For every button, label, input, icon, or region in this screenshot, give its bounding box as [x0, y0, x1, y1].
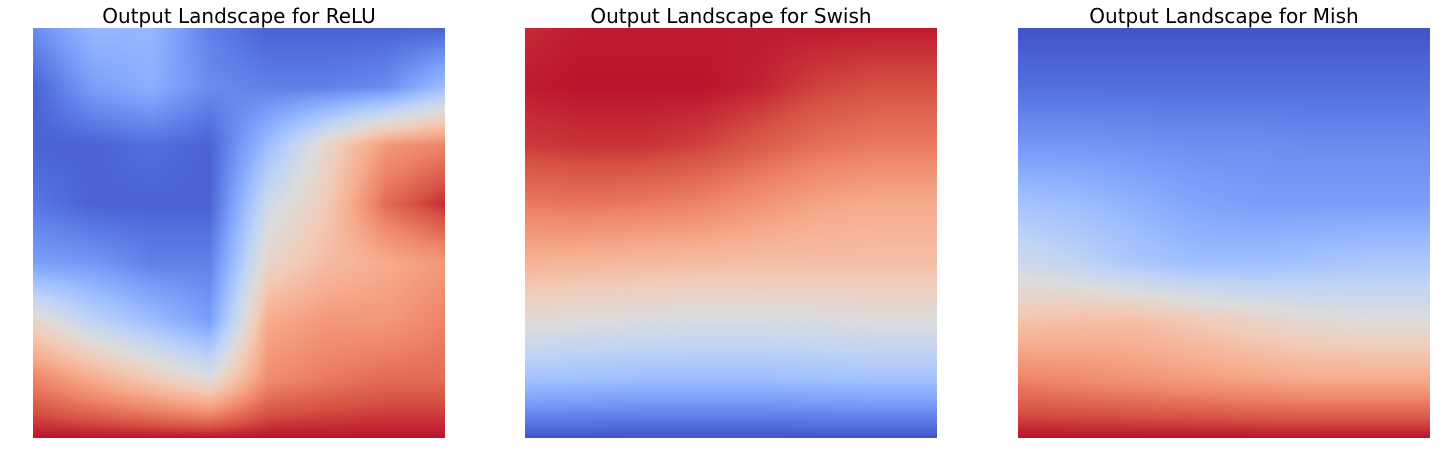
- relu-panel: Output Landscape for ReLU: [33, 0, 445, 462]
- swish-heatmap: [525, 28, 937, 438]
- swish-title: Output Landscape for Swish: [485, 4, 977, 28]
- mish-heatmap: [1018, 28, 1430, 438]
- relu-title: Output Landscape for ReLU: [0, 4, 485, 28]
- relu-heatmap: [33, 28, 445, 438]
- mish-panel: Output Landscape for Mish: [1018, 0, 1430, 462]
- mish-title: Output Landscape for Mish: [978, 4, 1444, 28]
- swish-panel: Output Landscape for Swish: [525, 0, 937, 462]
